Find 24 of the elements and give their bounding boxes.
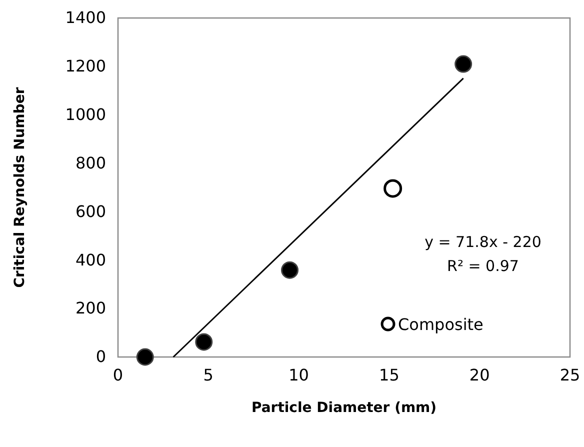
annotation: y = 71.8x - 220 [424,233,542,251]
x-tick-label: 15 [379,365,400,384]
y-tick-label: 1400 [65,8,106,28]
y-tick-label: 800 [75,153,106,172]
y-tick-label: 400 [75,250,106,270]
x-axis-title: Particle Diameter (mm) [251,400,437,416]
x-tick-label: 0 [112,365,124,384]
x-tick-label: 10 [288,365,309,384]
y-tick-label: 600 [75,202,106,221]
point [136,348,154,366]
x-tick-label: 20 [469,365,490,384]
annotation: R² = 0.97 [447,257,519,275]
y-tick-label: 1200 [65,56,106,76]
point [384,179,402,198]
x-tick-label: 25 [560,365,580,384]
point [195,333,213,351]
y-tick-label: 0 [96,347,106,366]
y-tick-label: 1000 [65,104,106,124]
point [281,261,299,279]
legend-label: Composite [398,315,484,334]
y-tick-label: 200 [75,298,106,318]
y-axis-title: Critical Reynolds Number [12,87,28,288]
x-tick-label: 5 [203,365,214,384]
point [454,55,472,73]
